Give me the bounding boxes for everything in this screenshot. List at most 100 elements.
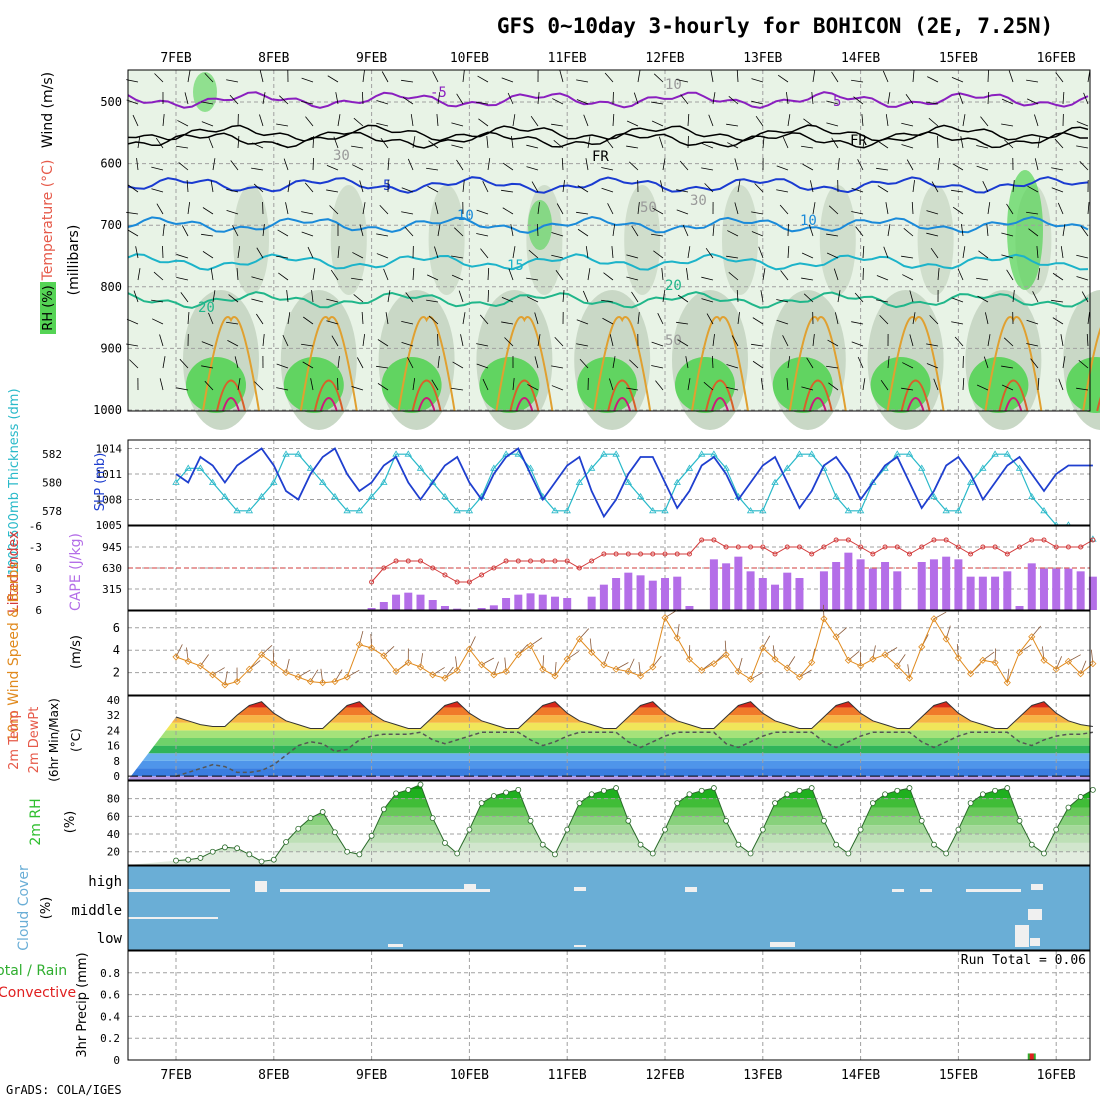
wind-barb [751,100,764,105]
wind-barb [1062,224,1066,237]
wind-barb [501,296,514,303]
wind-barb [727,230,739,237]
rh2m-point [772,800,778,807]
contour-label: 20 [198,300,215,316]
cape-bar [440,606,449,610]
panel-frame [127,865,1091,951]
wind-barb [259,70,264,83]
wind-barb [379,205,389,215]
wind-barb [626,254,639,259]
cape-bar [795,578,804,610]
wind10-point [258,651,266,659]
lifted-index-point [723,544,729,550]
thickness-point [942,507,950,514]
thickness-point [1028,492,1036,500]
temp-contour [127,215,1089,234]
wind-barb [776,189,789,193]
wind-barb [176,254,189,259]
wind-barb [651,341,664,347]
wind-barb [155,137,164,149]
wind-barb [651,101,664,105]
lifted-index-point [552,558,558,564]
wind-barb [1034,158,1039,171]
wind-barb [837,290,841,303]
thickness-point [991,450,999,457]
wind-barb [637,202,640,215]
wind-barb [426,167,439,171]
wind-barb [151,188,164,193]
wind-barb [1052,272,1064,281]
wind-barb [879,315,889,325]
slp-tick: 1005 [96,519,123,532]
wind-barb [1078,360,1089,369]
slp-tick: 1014 [96,443,123,456]
temp-contour-25 [397,315,456,412]
wind-barb [853,96,864,105]
wind-barb [951,76,964,83]
lifted-index-point [907,551,912,557]
wind10-point [698,666,706,674]
wind10-point [759,644,767,652]
wind-barb [512,246,516,259]
wind-barb [577,228,589,237]
lifted-index-point [943,537,949,543]
cape-bar [477,608,486,610]
wind10-point [514,651,522,659]
wind-barb [176,145,189,149]
temp-contour-35 [515,397,534,412]
wind-barb [236,268,239,281]
wind-barb [705,247,714,259]
wind-barb [751,78,764,83]
thickness-point [649,507,657,514]
wind-barb [826,122,839,127]
wind-barb [786,378,789,391]
rh-label: RH (%) [41,285,56,330]
wind-barb [126,99,139,105]
lifted-index-point [576,565,582,571]
wind-barb [987,202,991,215]
top-date-label: 14FEB [841,51,880,66]
wind-barb [677,339,689,347]
wind-barb [651,233,664,237]
li-tick: -3 [29,541,42,554]
precip-tick: 0.4 [100,1010,120,1023]
wind-barb [787,246,790,259]
wind-barb [987,334,991,347]
panel-frame [127,439,1091,526]
top-date-label: 10FEB [450,51,489,66]
precip-tick: 0.6 [100,989,120,1002]
wind10-point [673,634,681,642]
wind-barb [262,92,266,105]
wind-barb [676,209,689,215]
wind-barb [259,114,264,127]
wind-barb [726,255,739,259]
wind-barb [176,276,189,281]
temp-contour-35 [906,397,925,412]
wind-barb [159,378,164,391]
wind-barb [951,189,964,193]
wind-barb [587,136,591,149]
wind-barb [901,144,914,149]
wind-barb [327,75,339,83]
wind10-point [526,642,535,650]
li-tick: -6 [29,520,42,533]
temp-contour-35 [417,397,436,412]
top-date-label: 16FEB [1037,51,1076,66]
cloud-block [1030,938,1040,946]
wind10-point [844,656,852,664]
wind-barb [912,70,915,83]
rh-blob-upper [233,185,269,295]
temp-tick: 24 [107,724,121,737]
wind-barb [1032,291,1039,303]
wind-barb [405,292,414,303]
wind-barb [487,289,489,303]
wind-barb [912,180,915,193]
wind10-point [588,648,596,657]
temp-tick: 8 [113,755,120,768]
wind-barb [159,334,164,347]
wind-barb [701,143,714,149]
lifted-index-point [1029,537,1035,543]
wind-barb [462,312,466,325]
lifted-index-point [735,544,741,550]
wind-barb [902,362,914,369]
